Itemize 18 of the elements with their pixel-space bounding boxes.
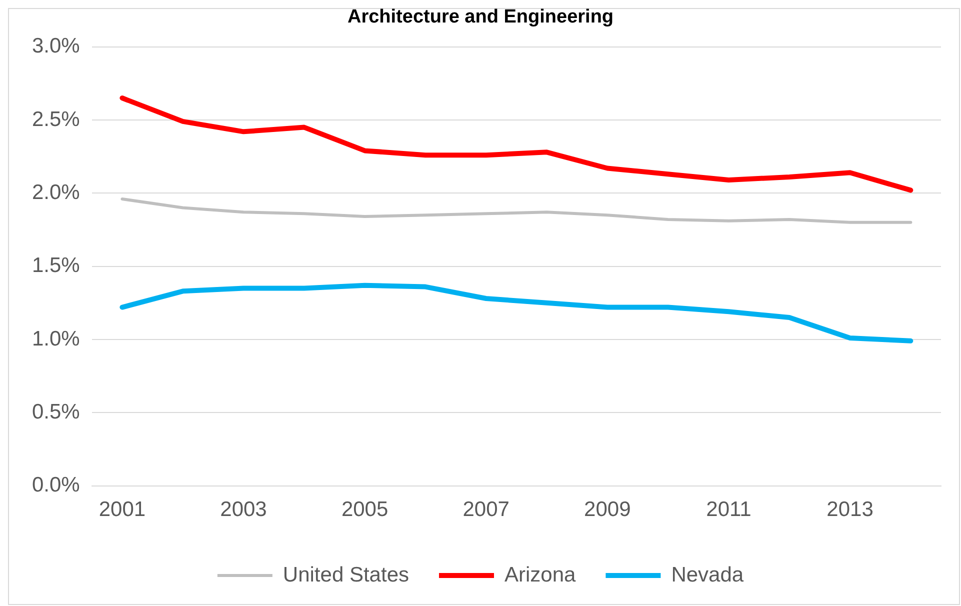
x-tick-label: 2001 — [98, 498, 146, 522]
y-tick-label: 1.5% — [32, 254, 80, 278]
x-tick-label: 2011 — [706, 498, 752, 522]
y-tick-label: 0.0% — [32, 474, 80, 497]
y-tick-label: 1.0% — [32, 327, 80, 350]
y-tick-label: 0.5% — [32, 400, 80, 424]
y-tick-label: 3.0% — [32, 34, 80, 58]
x-tick-label: 2003 — [220, 498, 267, 522]
x-tick-label: 2013 — [826, 498, 874, 522]
chart-title: Architecture and Engineering — [347, 6, 614, 28]
legend-label: Nevada — [671, 563, 744, 586]
y-tick-label: 2.0% — [32, 180, 80, 204]
legend-label: United States — [282, 563, 409, 586]
y-tick-label: 2.5% — [32, 108, 80, 131]
x-tick-label: 2005 — [341, 498, 388, 522]
x-tick-label: 2009 — [584, 498, 631, 522]
legend-label: Arizona — [504, 563, 576, 586]
x-tick-label: 2007 — [462, 498, 510, 522]
